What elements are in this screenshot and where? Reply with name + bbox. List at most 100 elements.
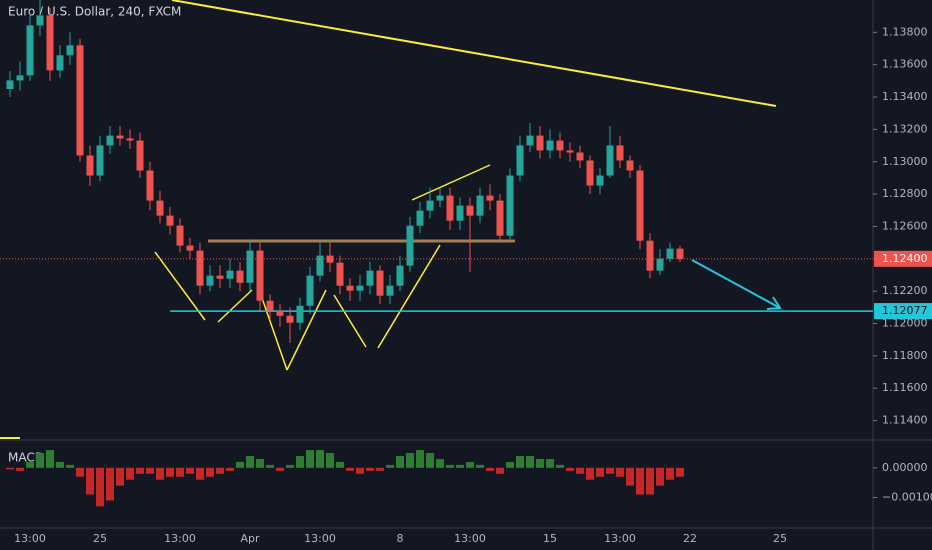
candle-body	[266, 300, 274, 311]
macd-bar	[276, 467, 284, 471]
candle-body	[136, 140, 144, 171]
y-tick-label: 0.00000	[882, 461, 928, 474]
macd-bar	[636, 467, 644, 495]
pattern-line	[377, 244, 441, 349]
candle-body	[346, 285, 354, 291]
candle-body	[336, 262, 344, 286]
x-tick-label: 13:00	[304, 532, 336, 545]
candle-body	[516, 145, 524, 176]
candle-body	[276, 310, 284, 316]
x-tick-label: 25	[93, 532, 107, 545]
pattern-line	[217, 289, 253, 323]
macd-bar	[326, 453, 334, 468]
arrow-head	[766, 296, 782, 310]
candle-body	[636, 170, 644, 241]
macd-bar	[356, 467, 364, 474]
candle-body	[546, 140, 554, 151]
macd-bar	[306, 450, 314, 468]
candle-body	[586, 160, 594, 186]
candle-body	[306, 275, 314, 306]
macd-bar	[546, 458, 554, 468]
candle-body	[56, 55, 64, 71]
candle-body	[226, 270, 234, 279]
macd-bar	[156, 467, 164, 480]
candle-body	[396, 265, 404, 286]
current-price-box	[874, 250, 932, 267]
macd-bar	[46, 450, 54, 468]
candle-body	[566, 150, 574, 153]
x-tick-label: 25	[773, 532, 787, 545]
macd-bar	[676, 467, 684, 477]
drawings	[0, 0, 873, 439]
macd-bar	[16, 467, 24, 471]
candle-body	[506, 175, 514, 236]
macd-bar	[446, 464, 454, 468]
macd-bar	[586, 467, 594, 480]
macd-bar	[396, 456, 404, 468]
candle-body	[316, 255, 324, 276]
candle-body	[236, 270, 244, 283]
macd-title: MACD	[8, 451, 44, 465]
candle-body	[556, 140, 564, 151]
macd-bar	[516, 456, 524, 468]
x-tick-label: 13:00	[164, 532, 196, 545]
macd-bar	[296, 456, 304, 468]
candle-body	[616, 145, 624, 161]
candle-body	[536, 135, 544, 151]
macd-bar	[506, 461, 514, 468]
macd-bar	[616, 467, 624, 477]
y-tick-label: 1.11800	[882, 349, 928, 362]
y-tick-label: −0.00100	[882, 490, 932, 503]
macd-bar	[6, 467, 14, 470]
x-tick-label: 8	[397, 532, 404, 545]
candle-body	[6, 80, 14, 89]
y-tick-label: 1.11600	[882, 381, 928, 394]
macd-bar	[26, 461, 34, 468]
macd-bar	[486, 467, 494, 471]
y-tick-label: 1.13000	[882, 155, 928, 168]
x-tick-label: 13:00	[14, 532, 46, 545]
macd-bar	[36, 453, 44, 468]
y-tick-label: 1.11400	[882, 414, 928, 427]
y-tick-label: 1.12000	[882, 317, 928, 330]
macd-bar	[436, 458, 444, 468]
candle-body	[296, 305, 304, 323]
level-label-box	[874, 303, 932, 320]
macd-bar	[166, 467, 174, 477]
level-label: 1.12077	[882, 304, 928, 317]
candle-body	[376, 270, 384, 296]
x-tick-label: 13:00	[604, 532, 636, 545]
pattern-line	[261, 297, 288, 371]
candle-body	[256, 250, 264, 301]
candle-body	[666, 248, 674, 259]
candle-body	[576, 152, 584, 161]
macd-bar	[576, 467, 584, 474]
candle-body	[596, 175, 604, 186]
candle-body	[116, 135, 124, 139]
macd-bar	[226, 467, 234, 471]
candle-body	[66, 45, 74, 56]
x-tick-label: Apr	[240, 532, 260, 545]
macd-bar	[496, 467, 504, 474]
x-tick-label: 13:00	[454, 532, 486, 545]
x-tick-label: 22	[683, 532, 697, 545]
candle-body	[16, 75, 24, 81]
trend-line	[171, 0, 777, 107]
candle-body	[646, 240, 654, 271]
chart-title: Euro / U.S. Dollar, 240, FXCM	[8, 5, 181, 19]
macd-bar	[96, 467, 104, 507]
macd-bar	[186, 467, 194, 474]
macd-bar	[416, 450, 424, 468]
candle-body	[196, 250, 204, 286]
macd-bar	[206, 467, 214, 477]
pattern-line	[333, 294, 367, 348]
candle-body	[656, 258, 664, 271]
candle-body	[146, 170, 154, 201]
macd-bar	[566, 467, 574, 471]
macd-bar	[236, 461, 244, 468]
candle-body	[466, 205, 474, 216]
candle-body	[496, 200, 504, 236]
macd-bar	[596, 467, 604, 477]
